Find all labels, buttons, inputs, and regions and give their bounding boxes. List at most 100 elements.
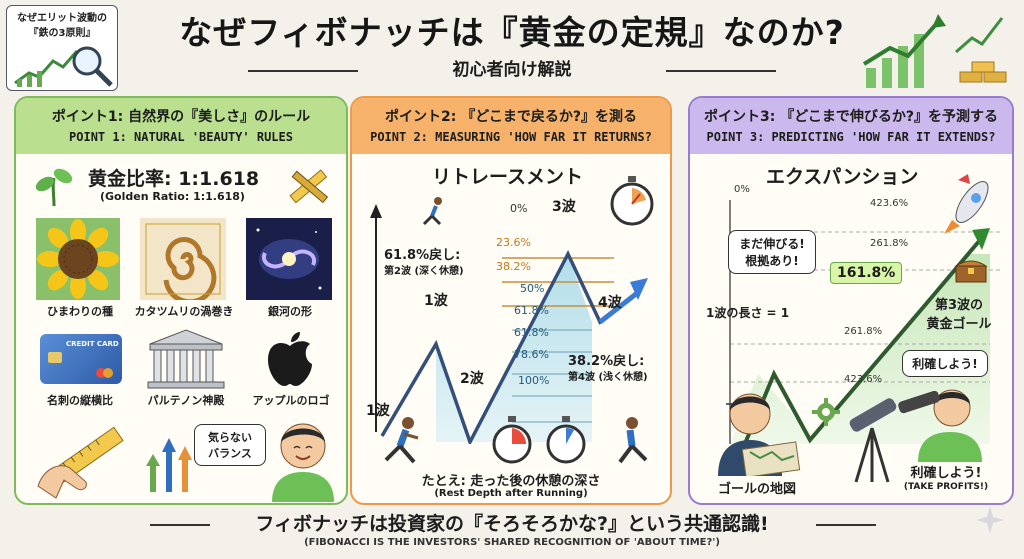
level-100: 100% xyxy=(518,374,550,387)
note-382-line2: 第4波 (浅く休憩) xyxy=(568,372,648,383)
sparkle-icon xyxy=(976,506,1004,534)
caption-apple: アップルのロゴ xyxy=(252,394,330,407)
runner-icon-small xyxy=(422,197,442,226)
balance-bubble: 気らない バランス xyxy=(194,424,266,466)
caption-galaxy: 銀河の形 xyxy=(268,305,312,318)
ext-level-4236-top: 423.6% xyxy=(870,198,909,209)
golden-goal-line-2: 黄金ゴール xyxy=(926,317,992,332)
still-growing-bubble: まだ伸びる! 根拠あり! xyxy=(728,230,816,274)
rest-example-en: (Rest Depth after Running) xyxy=(434,488,588,499)
card-logo-red xyxy=(96,368,106,378)
panel-retracement: ポイント2: 『どこまで戻るか?』を測る POINT 2: MEASURING … xyxy=(350,96,672,505)
credit-card-image: CREDIT CARD xyxy=(40,334,122,384)
panel1-title-en: POINT 1: NATURAL 'BEAUTY' RULES xyxy=(69,130,293,144)
snail-shell-image xyxy=(140,218,226,300)
caption-take-profit: 利確しよう! xyxy=(910,466,982,481)
caption-goal-map: ゴールの地図 xyxy=(717,482,796,497)
expansion-heading: エクスパンション xyxy=(766,166,919,188)
level-50: 50% xyxy=(520,282,545,295)
note-618-line1: 61.8%戻し: xyxy=(384,248,461,263)
golden-ratio-title: 黄金比率: 1:1.618 xyxy=(88,168,260,190)
caption-business-card: 名刺の縦横比 xyxy=(47,394,113,407)
panel2-title-en: POINT 2: MEASURING 'HOW FAR IT RETURNS? xyxy=(370,130,652,144)
note-618-line2: 第2波 (深く休憩) xyxy=(384,266,464,277)
pencil-ruler-icon xyxy=(289,169,329,204)
ext-level-2618-top: 261.8% xyxy=(870,238,909,249)
magnifier-chart-icon xyxy=(14,46,113,87)
ext-level-4236: 423.6% xyxy=(844,374,883,385)
runner-icon-left xyxy=(384,417,419,464)
retracement-lower-lines xyxy=(512,329,592,423)
level-61-8-a: 61.8% xyxy=(514,304,549,317)
wave1-label: 1波 xyxy=(424,293,448,309)
caption-snail: カタツムリの渦巻き xyxy=(134,305,234,318)
balance-bubble-line-1: 気らない xyxy=(208,431,252,444)
page-subtitle: 初心者向け解説 xyxy=(452,60,572,80)
footer-main: フィボナッチは投資家の『そろそろかな?』という共通認識! xyxy=(255,513,769,535)
caption-parthenon: パルテノン神殿 xyxy=(147,394,225,407)
level-78-6: 78.6% xyxy=(514,348,549,361)
apple-logo-icon xyxy=(268,332,312,386)
smiling-person-image xyxy=(272,423,334,502)
treasure-chest-icon xyxy=(954,260,988,283)
page-title: なぜフィボナッチは『黄金の定規』なのか? xyxy=(179,13,845,52)
retracement-level-lines xyxy=(502,257,614,307)
retracement-heading: リトレースメント xyxy=(432,166,584,188)
wave4-label: 4波 xyxy=(598,295,622,311)
stopwatch-icon xyxy=(610,176,654,226)
subtitle-rule-right xyxy=(666,70,776,72)
telescope-image xyxy=(849,398,897,483)
hand-ruler-image xyxy=(37,426,124,499)
level-61-8-b: 61.8% xyxy=(514,326,549,339)
panel1-title-jp: ポイント1: 自然界の『美しさ』のルール xyxy=(51,109,311,125)
panel3-title-jp: ポイント3: 『どこまで伸びるか?』を予測する xyxy=(704,109,998,125)
caption-sunflower: ひまわりの種 xyxy=(47,305,113,318)
wave2-label: 2波 xyxy=(460,371,484,387)
wave-length-label: 1波の長さ = 1 xyxy=(706,306,790,320)
stopwatch-bottom-2 xyxy=(546,416,586,464)
header-growth-chart-icon xyxy=(862,14,1007,88)
sunflower-image xyxy=(36,218,120,300)
subtitle-rule-left xyxy=(248,70,358,72)
note-382-line1: 38.2%戻し: xyxy=(568,354,645,369)
credit-card-label: CREDIT CARD xyxy=(66,340,119,348)
leaf-icon xyxy=(35,168,73,207)
retracement-axis-arrow xyxy=(370,204,382,218)
badge-line-1: なぜエリット波動の xyxy=(17,13,107,24)
panel2-title-jp: ポイント2: 『どこまで戻るか?』を測る xyxy=(385,109,637,125)
footer-rule-right xyxy=(816,524,876,526)
gear-icon xyxy=(812,398,840,426)
header-badge: なぜエリット波動の 『鉄の3原則』 xyxy=(6,5,118,91)
panel2-header: ポイント2: 『どこまで戻るか?』を測る POINT 2: MEASURING … xyxy=(352,98,670,154)
wave3-label: 3波 xyxy=(552,199,576,215)
still-growing-line-2: 根拠あり! xyxy=(745,254,799,268)
take-profit-bubble: 利確しよう! xyxy=(902,350,988,377)
golden-ratio-en: (Golden Ratio: 1:1.618) xyxy=(100,190,245,203)
parthenon-image xyxy=(147,329,225,389)
wave1-bottom-label: 1波 xyxy=(366,403,390,419)
panel-expansion: ポイント3: 『どこまで伸びるか?』を予測する POINT 3: PREDICT… xyxy=(688,96,1014,505)
card-chip xyxy=(48,352,62,363)
panel1-header: ポイント1: 自然界の『美しさ』のルール POINT 1: NATURAL 'B… xyxy=(16,98,346,154)
growth-arrows-icon xyxy=(146,438,192,492)
caption-take-profit-en: (TAKE PROFITS!) xyxy=(903,482,989,492)
still-growing-line-1: まだ伸びる! xyxy=(739,237,805,251)
retracement-shade xyxy=(436,254,592,442)
golden-goal-line-1: 第3波の xyxy=(934,298,984,313)
retracement-chart xyxy=(370,204,648,444)
level-23-6: 23.6% xyxy=(496,236,531,249)
balance-bubble-line-2: バランス xyxy=(208,447,252,460)
golden-goal-label: 第3波の 黄金ゴール xyxy=(914,294,1004,332)
ext-level-2618: 261.8% xyxy=(844,326,883,337)
card-logo-orange xyxy=(103,368,113,378)
expansion-arrow-head xyxy=(972,228,990,250)
level-38-2: 38.2% xyxy=(496,260,531,273)
retracement-arrow-head xyxy=(630,278,648,300)
panel3-title-en: POINT 3: PREDICTING 'HOW FAR IT EXTENDS? xyxy=(706,130,996,144)
runner-icon-right xyxy=(618,417,648,464)
panel-natural-beauty: ポイント1: 自然界の『美しさ』のルール POINT 1: NATURAL 'B… xyxy=(14,96,348,505)
badge-line-2: 『鉄の3原則』 xyxy=(28,28,96,39)
panel3-header: ポイント3: 『どこまで伸びるか?』を予測する POINT 3: PREDICT… xyxy=(690,98,1012,154)
footer-rule-left xyxy=(150,524,210,526)
man-with-map-image xyxy=(718,393,801,476)
